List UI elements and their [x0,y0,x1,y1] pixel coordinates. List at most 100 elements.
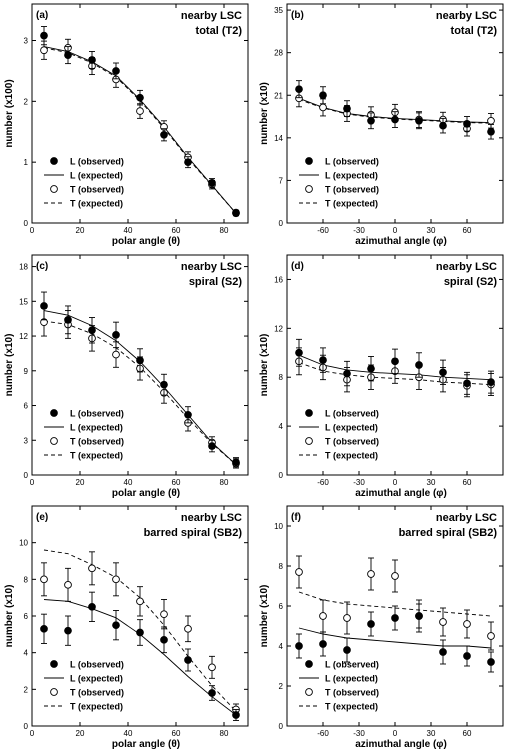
y-tick-label: 2 [24,685,29,694]
data-point-L-observed [232,711,240,719]
data-point-T-observed [136,107,144,115]
data-point-L-observed [112,67,120,75]
data-point-L-observed [343,104,351,113]
data-point-T-observed [184,624,192,633]
data-point-L-observed [391,614,399,622]
x-tick-label: 60 [463,478,472,487]
y-tick-label: 7 [279,176,284,185]
panel-letter: (e) [36,512,48,523]
y-tick-label: 10 [19,539,28,548]
data-point-L-observed [88,56,96,64]
x-tick-label: 0 [393,729,398,738]
y-tick-label: 6 [24,402,29,411]
data-point-L-observed [208,179,216,187]
data-point-L-observed [463,379,471,388]
data-point-L-observed [415,361,423,369]
x-tick-label: -30 [353,729,365,738]
legend-label: L (observed) [325,660,379,670]
y-tick-label: 8 [279,373,284,382]
data-point-L-observed [88,602,96,611]
legend-label: T (expected) [325,702,378,712]
data-point-L-observed [136,628,144,637]
y-tick-label: 0 [24,471,29,480]
data-point-L-observed [439,648,447,656]
data-point-L-observed [343,369,351,378]
y-tick-label: 6 [279,602,284,611]
y-tick-label: 0 [24,722,29,731]
legend-label: L (expected) [70,423,123,433]
legend-label: T (observed) [70,185,124,195]
data-point-L-observed [487,658,495,666]
series-line-L-expected [298,627,492,649]
legend-marker [305,437,313,445]
data-point-L-observed [232,208,240,217]
y-tick-label: 8 [24,575,29,584]
chart-panel-2: -60 -30 0 30 60 0 7 14 21 28 35 azimuthal angle (φ)… [259,3,504,247]
chart-panel-6: -60 -30 0 30 60 0 2 4 6 8 10 azimuthal angle (φ) num… [259,505,504,750]
legend-marker [305,409,313,417]
panel-letter: (a) [36,10,48,21]
x-axis-label: polar angle (θ) [112,488,180,499]
data-point-L-observed [40,31,48,40]
x-tick-label: 60 [172,729,181,738]
data-point-L-observed [208,689,216,697]
x-axis-label: azimuthal angle (φ) [355,739,447,750]
y-tick-label: 10 [274,522,283,531]
x-tick-label: 60 [172,478,181,487]
data-point-T-observed [487,632,495,640]
data-point-T-observed [40,46,48,55]
panel-letter: (d) [291,261,304,272]
chart-panel-1: 0 20 40 60 80 0 1 2 3 polar angle (θ) number (x100… [4,3,249,247]
panel-subtitle: barred spiral (SB2) [399,527,498,539]
panel-title: nearby LSC [181,10,242,22]
y-tick-label: 28 [274,49,283,58]
x-tick-label: 80 [220,729,229,738]
panel-title: nearby LSC [181,261,242,273]
data-point-L-observed [463,119,471,128]
data-point-T-observed [391,572,399,580]
data-point-L-observed [40,624,48,633]
data-point-T-observed [40,575,48,584]
data-point-T-observed [208,663,216,672]
x-tick-label: 0 [393,478,398,487]
legend-marker [50,409,58,417]
data-point-L-observed [136,356,144,365]
x-tick-label: 80 [220,226,229,235]
x-axis-label: azimuthal angle (φ) [355,236,447,247]
data-point-L-observed [112,621,120,630]
data-point-L-observed [367,620,375,628]
data-point-L-observed [64,315,72,324]
x-tick-label: 40 [124,729,133,738]
legend-marker [305,688,313,696]
panel-subtitle: spiral (S2) [189,276,243,288]
y-tick-label: 4 [24,649,29,658]
legend-label: L (expected) [70,674,123,684]
y-axis-label: number (x100) [4,79,15,147]
chart-panel-3: 0 20 40 60 80 0 3 6 9 12 15 18 polar angle (θ) number… [4,254,249,499]
y-tick-label: 0 [279,471,284,480]
data-point-T-observed [64,580,72,589]
data-point-L-observed [112,331,120,339]
legend-label: T (expected) [325,199,378,209]
y-tick-label: 14 [274,134,283,143]
x-tick-label: -60 [317,729,329,738]
panel-subtitle: barred spiral (SB2) [144,527,243,539]
panel-title: nearby LSC [436,261,497,273]
data-point-L-observed [136,93,144,102]
data-point-L-observed [415,116,423,125]
y-tick-label: 4 [279,422,284,431]
y-tick-label: 21 [274,91,283,100]
panel-letter: (b) [291,10,304,21]
data-point-L-observed [343,646,351,654]
data-point-L-observed [367,116,375,125]
legend-marker [305,660,313,668]
legend-label: T (observed) [325,185,379,195]
y-tick-label: 0 [279,722,284,731]
plot-frame [31,3,249,224]
x-tick-label: 0 [393,226,398,235]
data-point-L-observed [487,127,495,136]
y-tick-label: 3 [24,37,29,46]
series-line-L-expected [43,599,237,716]
x-tick-label: 30 [427,226,436,235]
